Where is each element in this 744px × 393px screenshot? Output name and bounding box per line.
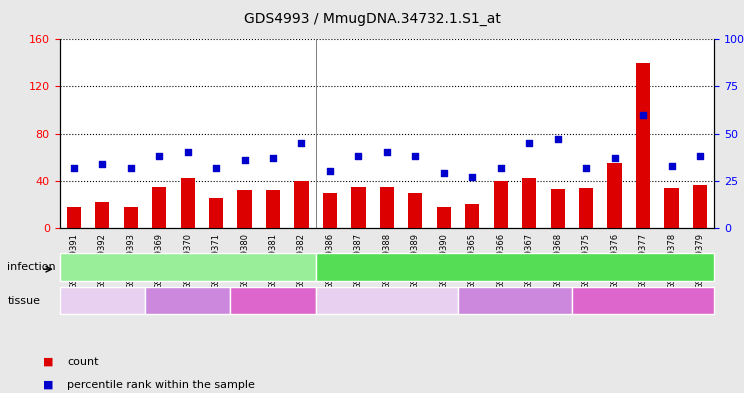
Point xyxy=(353,153,365,160)
Bar xyxy=(67,207,81,228)
Text: lung: lung xyxy=(376,296,397,306)
Text: healthy uninfected: healthy uninfected xyxy=(141,262,234,272)
Point xyxy=(68,164,80,171)
Point xyxy=(466,174,478,180)
Bar xyxy=(664,188,679,228)
Point xyxy=(694,153,706,160)
Bar xyxy=(408,193,423,228)
Text: jejunum: jejunum xyxy=(623,296,663,306)
Bar xyxy=(323,193,337,228)
Bar xyxy=(209,198,223,228)
Text: percentile rank within the sample: percentile rank within the sample xyxy=(67,380,255,390)
Text: ■: ■ xyxy=(43,380,54,390)
Text: colon: colon xyxy=(175,296,201,306)
Text: GDS4993 / MmugDNA.34732.1.S1_at: GDS4993 / MmugDNA.34732.1.S1_at xyxy=(243,12,501,26)
Text: lung: lung xyxy=(92,296,113,306)
Point xyxy=(267,155,279,161)
Bar xyxy=(437,207,451,228)
Bar xyxy=(295,181,309,228)
Point xyxy=(381,149,393,156)
Text: tissue: tissue xyxy=(7,296,40,306)
Bar xyxy=(266,190,280,228)
Point xyxy=(153,153,165,160)
Bar xyxy=(608,163,622,228)
Bar xyxy=(379,187,394,228)
Point xyxy=(182,149,193,156)
Point xyxy=(523,140,535,146)
Point xyxy=(324,168,336,174)
Text: colon: colon xyxy=(502,296,528,306)
Point xyxy=(295,140,307,146)
Bar xyxy=(551,189,565,228)
Bar xyxy=(351,187,365,228)
Bar xyxy=(579,188,593,228)
Bar xyxy=(493,181,508,228)
Bar xyxy=(693,185,707,228)
Point xyxy=(409,153,421,160)
Bar xyxy=(636,63,650,228)
Bar xyxy=(237,190,251,228)
Point xyxy=(438,170,450,176)
Text: jejunum: jejunum xyxy=(253,296,293,306)
Bar xyxy=(181,178,195,228)
Point xyxy=(210,164,222,171)
Text: infection: infection xyxy=(7,262,56,272)
Bar xyxy=(124,207,138,228)
Point xyxy=(125,164,137,171)
Point xyxy=(580,164,592,171)
Point xyxy=(637,112,649,118)
Bar xyxy=(465,204,479,228)
Bar xyxy=(152,187,166,228)
Point xyxy=(239,157,251,163)
Bar xyxy=(522,178,536,228)
Point xyxy=(552,136,564,142)
Point xyxy=(609,155,620,161)
Bar xyxy=(95,202,109,228)
Text: count: count xyxy=(67,356,98,367)
Text: simian immunodeficiency virus infected: simian immunodeficiency virus infected xyxy=(417,262,612,272)
Point xyxy=(666,163,678,169)
Text: ■: ■ xyxy=(43,356,54,367)
Point xyxy=(495,164,507,171)
Point xyxy=(96,161,108,167)
